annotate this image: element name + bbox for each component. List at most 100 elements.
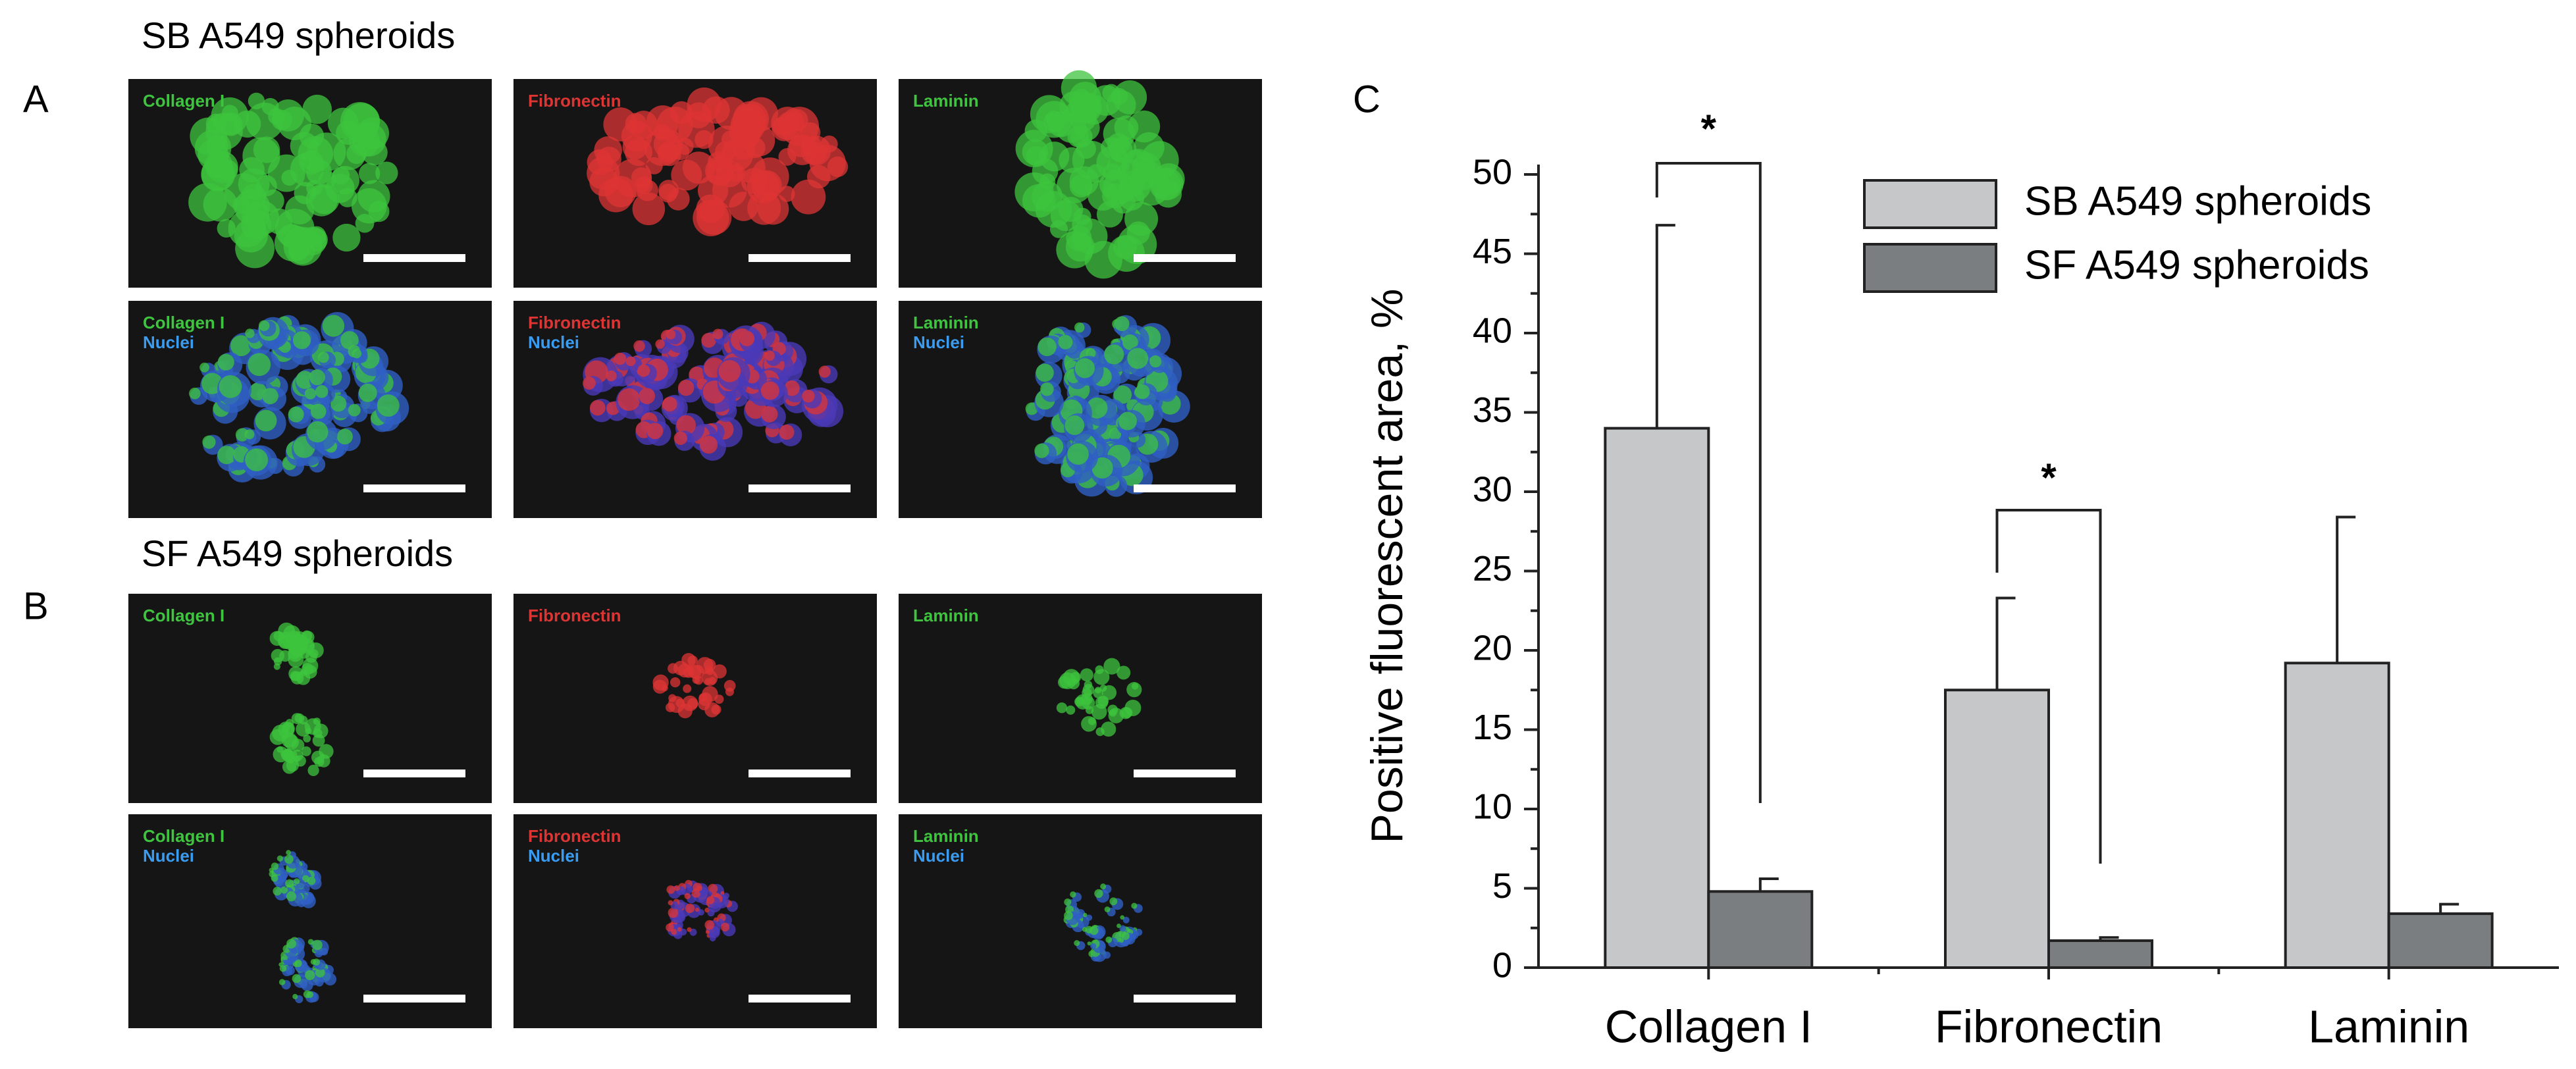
stain-signal (1084, 680, 1093, 689)
stain-signal (277, 106, 311, 140)
stain-label: Fibronectin (528, 826, 621, 846)
stain-signal (292, 331, 311, 350)
stain-signal (598, 177, 633, 213)
stain-signal (307, 764, 319, 777)
stain-signal (306, 991, 314, 998)
nuclei-signal (1119, 925, 1126, 932)
stain-signal (302, 94, 332, 124)
stain-signal (280, 886, 288, 894)
stain-signal (711, 704, 722, 715)
stain-signal (281, 169, 298, 186)
micrograph: Collagen I (128, 594, 492, 803)
stain-signal (589, 400, 606, 416)
stain-label: Collagen I (143, 826, 224, 846)
stain-signal (273, 663, 280, 670)
panel-title: SB A549 spheroids (142, 14, 455, 56)
stain-signal (1074, 358, 1095, 378)
stain-signal (764, 350, 775, 361)
bar (2047, 939, 2153, 970)
stain-signal (1034, 443, 1049, 458)
significance-mark: * (2041, 456, 2057, 500)
stain-signal (1117, 665, 1131, 680)
stain-signal (317, 352, 329, 363)
stain-label: Collagen I (143, 606, 224, 625)
stain-signal (312, 939, 323, 951)
stain-signal (702, 670, 718, 687)
y-tick-label: 45 (1473, 232, 1512, 271)
stain-signal (683, 684, 692, 693)
stain-signal (1131, 683, 1139, 690)
stain-signal (1086, 348, 1096, 359)
stain-signal (294, 755, 306, 767)
stain-signal (594, 136, 622, 165)
x-tick-label: Fibronectin (1935, 1001, 2163, 1052)
stain-signal (625, 356, 636, 367)
stain-signal (1091, 704, 1107, 720)
stain-signal (684, 893, 691, 900)
stain-signal (1109, 427, 1122, 440)
stain-signal (1100, 883, 1107, 890)
micrograph: Laminin (899, 594, 1262, 803)
y-tick-label: 5 (1492, 866, 1512, 906)
panel-letter: A (23, 78, 49, 120)
stain-signal (1102, 171, 1136, 205)
stain-signal (1127, 348, 1149, 369)
significance-mark: * (1701, 107, 1717, 151)
stain-signal (199, 362, 210, 373)
stain-signal (322, 315, 345, 337)
stain-signal (304, 388, 317, 400)
stain-signal (729, 192, 759, 221)
counterstain-label: Nuclei (913, 846, 964, 866)
y-tick-label: 25 (1473, 549, 1512, 588)
stain-signal (1088, 717, 1096, 725)
stain-signal (336, 429, 353, 445)
stain-signal (294, 713, 305, 723)
stain-signal (340, 330, 359, 350)
stain-signal (655, 339, 665, 349)
bar (1707, 890, 1814, 969)
x-tick-label: Laminin (2308, 1001, 2469, 1052)
stain-signal (279, 965, 287, 972)
stain-signal (1074, 322, 1085, 333)
significance-bracket (1995, 509, 2102, 864)
stain-signal (310, 404, 327, 419)
stain-signal (689, 366, 705, 383)
stain-signal (1015, 130, 1053, 168)
stain-signal (806, 165, 831, 189)
stain-signal (306, 159, 332, 185)
stain-signal (662, 396, 677, 412)
stain-signal (305, 970, 315, 981)
stain-signal (1074, 940, 1080, 947)
stain-signal (671, 929, 677, 935)
stain-signal (258, 320, 270, 332)
stain-signal (668, 907, 679, 918)
stain-signal (248, 353, 271, 377)
stain-signal (696, 194, 725, 224)
stain-signal (1049, 220, 1068, 238)
stain-signal (1090, 926, 1099, 935)
stain-signal (307, 939, 314, 945)
y-tick-label: 10 (1473, 787, 1512, 826)
stain-signal (280, 750, 288, 758)
stain-signal (1104, 906, 1111, 912)
bar (2284, 662, 2390, 970)
counterstain-label: Nuclei (143, 332, 194, 352)
x-tick-label: Collagen I (1605, 1001, 1812, 1052)
stain-signal (284, 734, 300, 750)
stain-signal (697, 885, 702, 891)
stain-signal (359, 163, 381, 184)
stain-signal (673, 885, 680, 891)
stain-signal (1083, 912, 1088, 918)
stain-signal (288, 406, 304, 423)
stain-signal (779, 425, 795, 440)
counterstain-label: Nuclei (528, 846, 579, 866)
counterstain-label: Nuclei (528, 332, 579, 352)
y-tick-label: 35 (1473, 390, 1512, 430)
stain-signal (614, 352, 627, 365)
stain-signal (279, 650, 291, 662)
stain-signal (673, 431, 688, 445)
stain-signal (637, 364, 650, 377)
stain-signal (1072, 140, 1111, 179)
stain-signal (712, 328, 723, 340)
